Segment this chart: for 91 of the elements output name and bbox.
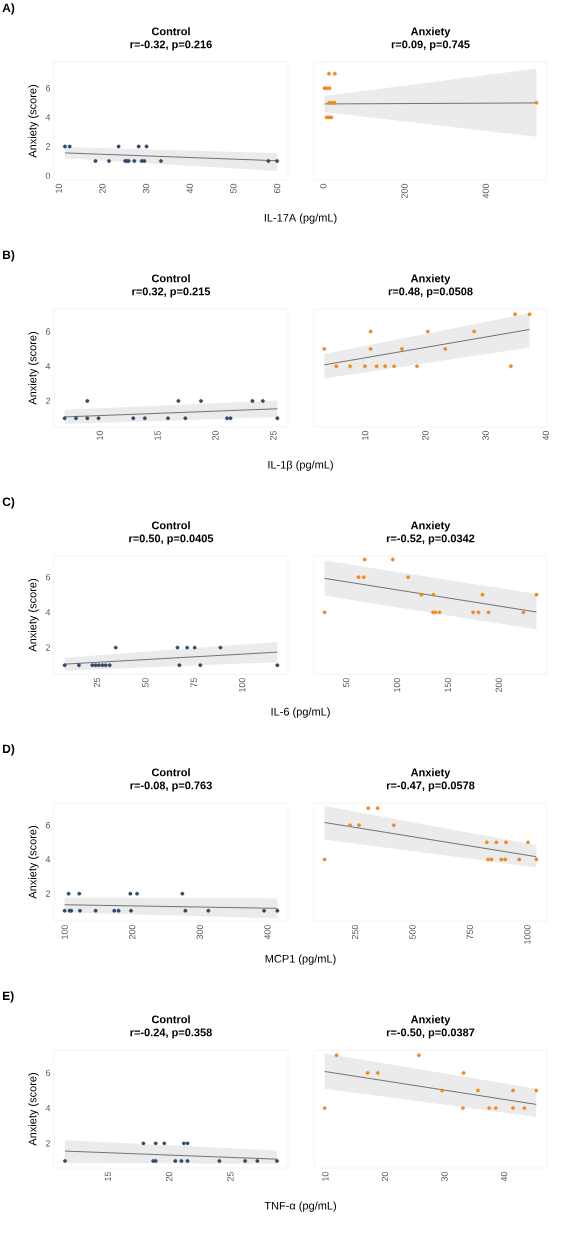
x-tick-label: 100 — [61, 924, 68, 939]
x-tick-label: 10 — [361, 430, 369, 440]
text: C) — [2, 497, 15, 509]
x-tick-label: 200 — [495, 677, 502, 693]
x-tick-label: 25 — [227, 1171, 234, 1182]
chart-subtitle: r=0.09, p=0.745 — [391, 40, 470, 51]
x-tick-label: 20 — [165, 1171, 173, 1182]
x-tick-label: 25 — [270, 430, 277, 441]
x-tick-label: 200 — [129, 924, 136, 940]
x-tick-label: 100 — [393, 677, 401, 692]
y-tick-label: 6 — [45, 1069, 51, 1077]
x-tick-label: 30 — [142, 183, 150, 194]
y-tick-label: 2 — [45, 397, 51, 405]
x-tick-label: 750 — [466, 924, 474, 940]
x-tick-label: 75 — [190, 677, 197, 688]
x-tick-label: 50 — [342, 677, 350, 688]
y-tick-label: 6 — [45, 85, 51, 92]
x-tick-label: 60 — [273, 183, 281, 194]
chart-title: Control — [151, 274, 190, 283]
x-tick-label: 40 — [500, 1171, 508, 1182]
x-tick-label: 40 — [186, 183, 193, 194]
y-tick-label: 4 — [45, 1105, 51, 1112]
x-tick-label: 50 — [142, 677, 149, 688]
y-tick-label: 4 — [45, 609, 51, 616]
y-tick-label: 6 — [45, 822, 51, 829]
chart-title: Anxiety — [410, 1015, 451, 1026]
y-tick-label: 4 — [45, 856, 51, 863]
x-tick-label: 15 — [104, 1171, 112, 1181]
x-tick-label: 30 — [441, 1171, 448, 1182]
x-axis-title: IL-1β (pg/mL) — [268, 460, 333, 471]
chart-title: Control — [151, 521, 190, 530]
y-tick-label: 4 — [45, 114, 51, 121]
x-tick-label: 10 — [96, 430, 103, 440]
chart-subtitle: r=-0.32, p=0.216 — [130, 40, 212, 51]
x-tick-label: 400 — [482, 183, 489, 199]
chart-subtitle: r=0.48, p=0.0508 — [388, 287, 473, 298]
x-tick-label: 30 — [482, 430, 489, 441]
x-tick-label: 20 — [212, 430, 219, 441]
x-tick-label: 20 — [422, 430, 429, 441]
text: D) — [3, 744, 15, 756]
chart-subtitle: r=-0.08, p=0.763 — [130, 781, 212, 792]
y-tick-label: 6 — [45, 328, 51, 335]
y-tick-label: 2 — [45, 644, 51, 651]
x-tick-label: 25 — [93, 677, 101, 688]
x-axis-title: IL-17A (pg/mL) — [264, 213, 337, 224]
y-tick-label: 0 — [45, 172, 51, 179]
x-axis-title: MCP1 (pg/mL) — [265, 954, 336, 965]
y-tick-label: 2 — [45, 143, 51, 150]
x-tick-label: 0 — [320, 183, 327, 189]
x-tick-label: 20 — [381, 1171, 389, 1182]
text: A) — [2, 3, 15, 15]
y-axis-title: Anxiety (score) — [28, 85, 39, 158]
x-tick-label: 400 — [264, 924, 271, 940]
x-tick-label: 500 — [409, 924, 416, 940]
x-axis-title: IL-6 (pg/mL) — [271, 707, 330, 718]
x-tick-label: 300 — [196, 924, 204, 940]
y-axis-title: Anxiety (score) — [28, 826, 39, 899]
text: E) — [3, 991, 14, 1003]
x-tick-label: 100 — [238, 677, 246, 692]
x-axis-title: TNF-α (pg/mL) — [264, 1201, 336, 1212]
x-tick-label: 20 — [99, 183, 106, 194]
chart-title: Anxiety — [410, 768, 451, 779]
chart-subtitle: r=0.50, p=0.0405 — [129, 534, 214, 545]
y-tick-label: 4 — [45, 363, 51, 370]
chart-title: Control — [151, 27, 190, 36]
y-axis-title: Anxiety (score) — [28, 579, 39, 652]
y-tick-label: 2 — [45, 890, 51, 897]
chart-subtitle: r=-0.52, p=0.0342 — [386, 534, 475, 545]
x-tick-label: 50 — [230, 183, 237, 194]
chart-title: Anxiety — [410, 27, 451, 38]
x-tick-label: 150 — [444, 677, 452, 692]
y-axis-title: Anxiety (score) — [28, 1073, 39, 1146]
x-tick-label: 10 — [55, 183, 62, 193]
x-tick-label: 15 — [154, 430, 161, 440]
chart-title: Anxiety — [410, 521, 451, 532]
x-tick-label: 200 — [401, 183, 408, 199]
chart-title: Anxiety — [410, 274, 451, 285]
chart-subtitle: r=-0.47, p=0.0578 — [386, 781, 475, 792]
chart-title: Control — [151, 768, 190, 777]
chart-subtitle: r=0.32, p=0.215 — [132, 287, 211, 298]
chart-subtitle: r=-0.24, p=0.358 — [130, 1028, 212, 1039]
x-tick-label: 10 — [322, 1171, 329, 1181]
y-tick-label: 2 — [45, 1140, 51, 1147]
y-tick-label: 6 — [45, 573, 51, 581]
chart-subtitle: r=-0.50, p=0.0387 — [386, 1028, 475, 1039]
chart-title: Control — [151, 1015, 190, 1024]
text: B) — [3, 250, 15, 262]
x-tick-label: 40 — [542, 430, 549, 441]
x-tick-label: 250 — [351, 924, 359, 940]
y-axis-title: Anxiety (score) — [28, 332, 39, 405]
x-tick-label: 1000 — [524, 924, 531, 944]
